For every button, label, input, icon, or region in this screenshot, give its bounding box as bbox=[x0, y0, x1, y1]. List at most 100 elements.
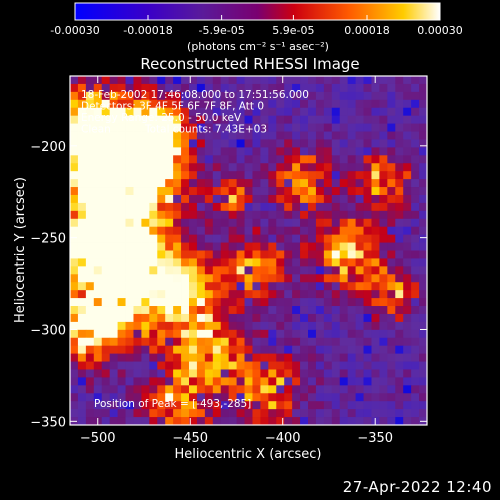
colorbar-tick-label: -0.00018 bbox=[123, 24, 172, 37]
heatmap-cell bbox=[236, 409, 245, 418]
heatmap-cell bbox=[109, 155, 118, 164]
heatmap-cell bbox=[363, 361, 372, 370]
heatmap-cell bbox=[276, 202, 285, 212]
heatmap-cell bbox=[196, 298, 206, 307]
heatmap-cell bbox=[403, 226, 412, 236]
heatmap-cell bbox=[165, 353, 174, 362]
heatmap-cell bbox=[196, 171, 206, 180]
heatmap-cell bbox=[189, 194, 198, 204]
heatmap-cell bbox=[419, 99, 428, 109]
heatmap-cell bbox=[284, 99, 293, 109]
heatmap-cell bbox=[260, 274, 269, 283]
heatmap-cell bbox=[411, 107, 420, 117]
heatmap-cell bbox=[189, 99, 198, 109]
heatmap-cell bbox=[300, 139, 309, 148]
heatmap-cell bbox=[347, 274, 356, 283]
heatmap-cell bbox=[379, 242, 388, 251]
heatmap-cell bbox=[109, 139, 118, 148]
heatmap-cell bbox=[395, 194, 404, 204]
heatmap-cell bbox=[181, 91, 190, 101]
heatmap-cell bbox=[109, 123, 118, 132]
heatmap-cell bbox=[331, 313, 341, 323]
heatmap-cell bbox=[403, 393, 412, 402]
heatmap-cell bbox=[347, 258, 356, 267]
heatmap-cell bbox=[93, 266, 103, 275]
heatmap-cell bbox=[109, 353, 118, 362]
heatmap-cell bbox=[189, 329, 198, 339]
heatmap-cell bbox=[212, 234, 222, 243]
heatmap-cell bbox=[347, 385, 356, 394]
heatmap-cell bbox=[331, 171, 341, 180]
heatmap-cell bbox=[363, 290, 372, 299]
heatmap-cell bbox=[347, 266, 356, 275]
heatmap-cell bbox=[284, 218, 293, 228]
annotation-clean: Clean bbox=[81, 124, 111, 136]
heatmap-cell bbox=[363, 258, 372, 267]
heatmap-cell bbox=[117, 306, 126, 315]
heatmap-cell bbox=[244, 107, 253, 117]
heatmap-cell bbox=[292, 329, 301, 339]
heatmap-cell bbox=[189, 313, 198, 323]
heatmap-cell bbox=[260, 361, 269, 370]
heatmap-cell bbox=[204, 377, 214, 386]
heatmap-cell bbox=[220, 369, 230, 378]
heatmap-cell bbox=[125, 345, 134, 355]
heatmap-cell bbox=[244, 202, 253, 212]
heatmap-cell bbox=[93, 163, 103, 172]
heatmap-cell bbox=[109, 329, 118, 339]
heatmap-cell bbox=[125, 187, 134, 196]
heatmap-cell bbox=[85, 282, 95, 291]
heatmap-cell bbox=[220, 409, 230, 418]
heatmap-cell bbox=[173, 99, 182, 109]
heatmap-cell bbox=[189, 234, 198, 243]
heatmap-cell bbox=[315, 91, 325, 101]
heatmap-cell bbox=[355, 210, 364, 220]
heatmap-cell bbox=[157, 242, 166, 251]
heatmap-cell bbox=[133, 282, 142, 291]
heatmap-cell bbox=[260, 250, 269, 259]
heatmap-cell bbox=[244, 313, 253, 323]
heatmap-cell bbox=[77, 131, 87, 140]
heatmap-cell bbox=[403, 131, 412, 140]
heatmap-cell bbox=[363, 187, 372, 196]
heatmap-cell bbox=[117, 274, 126, 283]
heatmap-cell bbox=[133, 139, 142, 148]
heatmap-cell bbox=[252, 313, 261, 323]
heatmap-cell bbox=[133, 234, 142, 243]
heatmap-cell bbox=[292, 385, 301, 394]
heatmap-cell bbox=[379, 187, 388, 196]
heatmap-cell bbox=[165, 369, 174, 378]
heatmap-cell bbox=[236, 329, 245, 339]
heatmap-cell bbox=[181, 218, 190, 228]
heatmap-cell bbox=[315, 163, 325, 172]
heatmap-cell bbox=[109, 282, 118, 291]
heatmap-cell bbox=[181, 139, 190, 148]
heatmap-cell bbox=[323, 258, 333, 267]
heatmap-cell bbox=[149, 147, 158, 156]
heatmap-cell bbox=[276, 306, 285, 315]
heatmap-cell bbox=[70, 393, 79, 402]
heatmap-cell bbox=[276, 329, 285, 339]
heatmap-cell bbox=[220, 179, 230, 188]
heatmap-cell bbox=[379, 171, 388, 180]
heatmap-cell bbox=[236, 76, 245, 85]
heatmap-cell bbox=[244, 139, 253, 148]
heatmap-cell bbox=[212, 385, 222, 394]
heatmap-cell bbox=[212, 226, 222, 236]
heatmap-cell bbox=[196, 385, 206, 394]
heatmap-cell bbox=[395, 179, 404, 188]
heatmap-cell bbox=[379, 218, 388, 228]
heatmap-cell bbox=[173, 218, 182, 228]
heatmap-cell bbox=[133, 187, 142, 196]
heatmap-cell bbox=[173, 139, 182, 148]
heatmap-cell bbox=[236, 210, 245, 220]
heatmap-cell bbox=[315, 99, 325, 109]
heatmap-cell bbox=[395, 226, 404, 236]
heatmap-cell bbox=[260, 147, 269, 156]
heatmap-cell bbox=[371, 337, 380, 347]
heatmap-cell bbox=[276, 385, 285, 394]
heatmap-cell bbox=[236, 313, 245, 323]
heatmap-cell bbox=[284, 234, 293, 243]
x-axis-label: Heliocentric X (arcsec) bbox=[175, 447, 322, 462]
heatmap-cell bbox=[363, 409, 372, 418]
